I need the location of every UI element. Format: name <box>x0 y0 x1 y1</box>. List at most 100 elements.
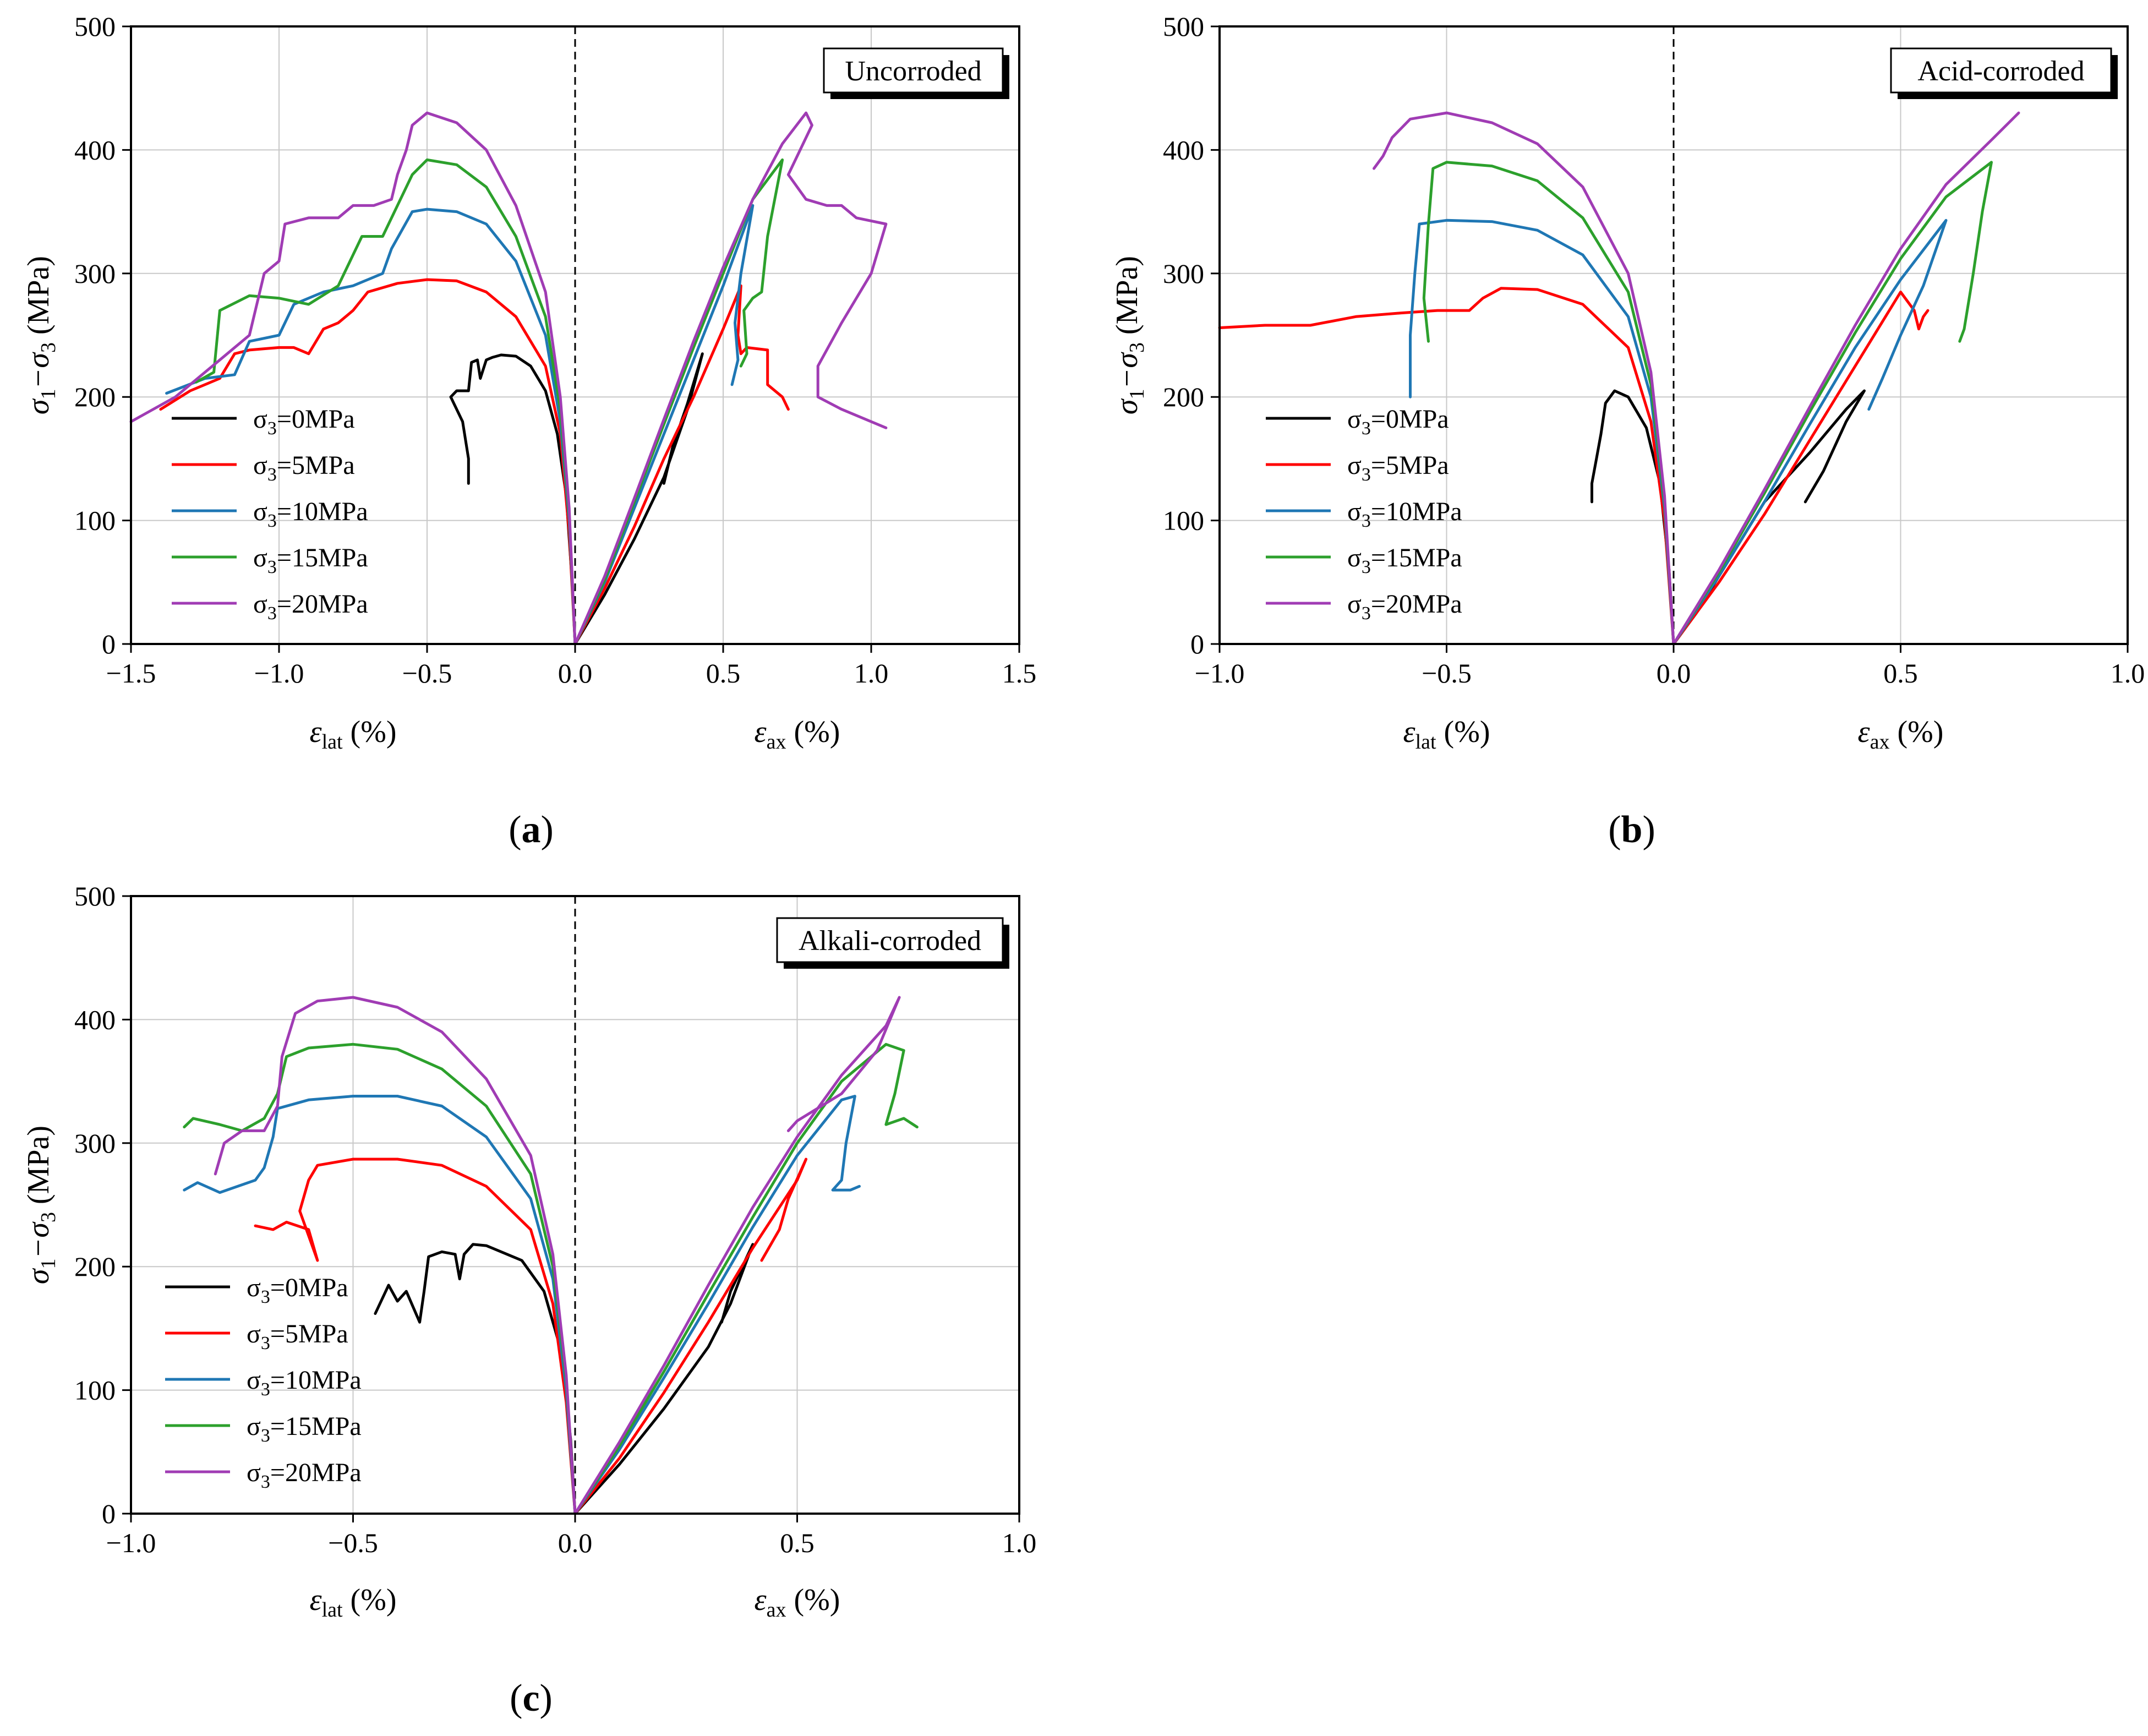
series-2 <box>1409 219 1948 646</box>
x-tick-label: 0.0 <box>558 1527 593 1558</box>
y-tick-label: 0 <box>102 1498 116 1529</box>
x-tick-label: −0.5 <box>402 658 452 689</box>
series-line-axial <box>1672 291 1930 646</box>
y-tick-label: 300 <box>74 1128 116 1159</box>
series-line-lateral <box>1409 219 1675 646</box>
series-line-lateral <box>183 1095 577 1515</box>
corner-label-box <box>776 917 1004 963</box>
series-0 <box>374 1243 755 1515</box>
corner-label-box <box>1890 47 2112 94</box>
series-line-axial <box>573 111 888 646</box>
legend-label-2: σ3=10MPa <box>247 1366 362 1400</box>
x-tick-label: −0.5 <box>1422 658 1472 689</box>
series-line-lateral <box>374 1243 577 1515</box>
x-tick-label: −0.5 <box>328 1527 378 1558</box>
legend-label-4: σ3=20MPa <box>253 589 368 624</box>
series-line-axial <box>1672 161 1993 646</box>
series-line-lateral <box>194 158 577 646</box>
y-tick-label: 100 <box>74 1375 116 1406</box>
y-tick-label: 500 <box>74 11 116 42</box>
series-line-axial <box>573 204 755 646</box>
y-tick-label: 100 <box>74 505 116 536</box>
panel-letter: (a) <box>509 809 554 851</box>
corner-label-box <box>823 47 1004 94</box>
panel-letter: (b) <box>1608 809 1655 851</box>
x-tick-label: −1.0 <box>106 1527 156 1558</box>
series-line-lateral <box>254 1158 577 1515</box>
legend-label-2: σ3=10MPa <box>1347 497 1462 531</box>
series-3 <box>183 1042 919 1515</box>
y-tick-label: 300 <box>74 258 116 289</box>
panel-letter: (c) <box>510 1677 553 1719</box>
series-4 <box>1373 111 2020 646</box>
legend-label-0: σ3=0MPa <box>1347 405 1449 439</box>
series-4 <box>129 111 888 646</box>
x-tick-label: 1.0 <box>1002 1527 1037 1558</box>
x-tick-label: 1.0 <box>2111 658 2145 689</box>
corner-label: Uncorroded <box>845 56 981 87</box>
legend-label-2: σ3=10MPa <box>253 497 368 531</box>
legend-label-1: σ3=5MPa <box>247 1319 348 1353</box>
legend-label-0: σ3=0MPa <box>253 405 355 439</box>
y-tick-label: 0 <box>102 629 116 659</box>
y-tick-label: 400 <box>1163 134 1204 165</box>
legend-label-3: σ3=15MPa <box>253 543 368 577</box>
x-tick-label: 0.0 <box>558 658 593 689</box>
y-tick-label: 500 <box>1163 11 1204 42</box>
y-tick-label: 100 <box>1163 505 1204 536</box>
series-line-axial <box>573 284 790 646</box>
x-tick-label: 0.5 <box>1883 658 1918 689</box>
y-tick-label: 500 <box>74 881 116 911</box>
x-axis-label-axial: εax (%) <box>755 1583 840 1622</box>
series-line-axial <box>573 1095 861 1515</box>
y-tick-label: 200 <box>74 1251 116 1282</box>
series-line-axial <box>1672 111 2020 646</box>
x-tick-label: 1.0 <box>854 658 889 689</box>
y-tick-label: 400 <box>74 134 116 165</box>
legend-label-3: σ3=15MPa <box>1347 543 1462 577</box>
chart-panel-b: −1.0 −0.5 0.0 0.5 1.0 0 100 200 300 400 500 σ1−σ3 (… <box>1110 11 2145 851</box>
x-axis-label-axial: εax (%) <box>1858 715 1944 754</box>
x-tick-label: 0.5 <box>706 658 741 689</box>
series-2 <box>183 1095 861 1515</box>
series-line-axial <box>573 996 901 1515</box>
series-0 <box>1590 389 1866 646</box>
series-line-axial <box>573 1158 808 1515</box>
y-tick-label: 400 <box>74 1004 116 1035</box>
corner-label: Alkali-corroded <box>799 925 981 957</box>
series-line-lateral <box>129 111 577 646</box>
x-axis-label-lateral: εlat (%) <box>309 1583 396 1622</box>
x-axis-label-lateral: εlat (%) <box>1403 715 1490 754</box>
y-axis-label: σ1−σ3 (MPa) <box>21 1126 60 1284</box>
x-axis-label-lateral: εlat (%) <box>309 715 396 754</box>
series-line-axial <box>1672 219 1948 646</box>
y-tick-label: 200 <box>1163 381 1204 412</box>
series-line-lateral <box>1373 111 1675 646</box>
series-2 <box>165 204 755 646</box>
series-1 <box>1218 287 1930 646</box>
corner-label: Acid-corroded <box>1917 56 2084 87</box>
series-line-lateral <box>214 996 577 1515</box>
legend-label-0: σ3=0MPa <box>247 1273 348 1307</box>
series-1 <box>159 278 790 646</box>
series-line-axial <box>573 1042 919 1515</box>
x-tick-label: 0.0 <box>1657 658 1691 689</box>
y-axis-label: σ1−σ3 (MPa) <box>1110 256 1149 414</box>
series-line-axial <box>573 1243 755 1515</box>
x-tick-label: −1.5 <box>106 658 156 689</box>
x-axis-label-axial: εax (%) <box>755 715 840 754</box>
legend-label-3: σ3=15MPa <box>247 1412 362 1446</box>
chart-panel-c: −1.0 −0.5 0.0 0.5 1.0 0 100 200 300 400 500 σ1−σ3 (… <box>21 881 1036 1719</box>
series-line-lateral <box>183 1042 577 1515</box>
series-line-lateral <box>1590 389 1675 646</box>
x-tick-label: −1.0 <box>1195 658 1245 689</box>
series-line-lateral <box>165 208 577 646</box>
series-3 <box>1422 161 1993 646</box>
y-tick-label: 200 <box>74 381 116 412</box>
series-1 <box>254 1158 808 1515</box>
legend-label-4: σ3=20MPa <box>247 1458 362 1492</box>
y-tick-label: 0 <box>1190 629 1204 659</box>
legend-label-4: σ3=20MPa <box>1347 589 1462 624</box>
series-line-lateral <box>1218 287 1675 646</box>
